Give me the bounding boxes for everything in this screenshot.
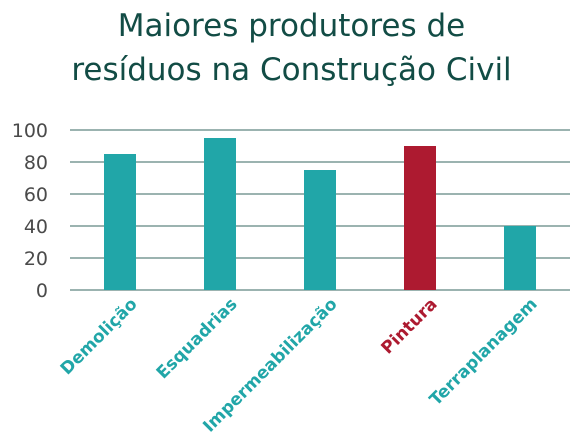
y-tick-label-100: 100 — [12, 120, 48, 142]
bar-impermeabilizacao — [304, 170, 336, 290]
y-tick-label-20: 20 — [24, 248, 48, 270]
bar-esquadrias — [204, 138, 236, 290]
chart-title: Maiores produtores de resíduos na Constr… — [0, 4, 583, 92]
bar-terraplanagem — [504, 226, 536, 290]
y-tick-label-80: 80 — [24, 152, 48, 174]
x-tick-label-pintura: Pintura — [378, 294, 442, 358]
y-tick-label-0: 0 — [36, 280, 48, 302]
y-tick-label-60: 60 — [24, 184, 48, 206]
x-tick-label-terraplanagem: Terraplanagem — [426, 294, 542, 410]
x-tick-label-esquadrias: Esquadrias — [153, 294, 242, 383]
chart-title-line-1: Maiores produtores de — [117, 8, 466, 44]
x-tick-label-demolicao: Demolição — [57, 294, 142, 379]
y-tick-label-40: 40 — [24, 216, 48, 238]
bar-pintura — [404, 146, 436, 290]
chart-title-line-2: resíduos na Construção Civil — [71, 52, 512, 88]
bars — [104, 138, 536, 290]
y-axis-ticks: 0 20 40 60 80 100 — [12, 120, 48, 302]
bar-demolicao — [104, 154, 136, 290]
